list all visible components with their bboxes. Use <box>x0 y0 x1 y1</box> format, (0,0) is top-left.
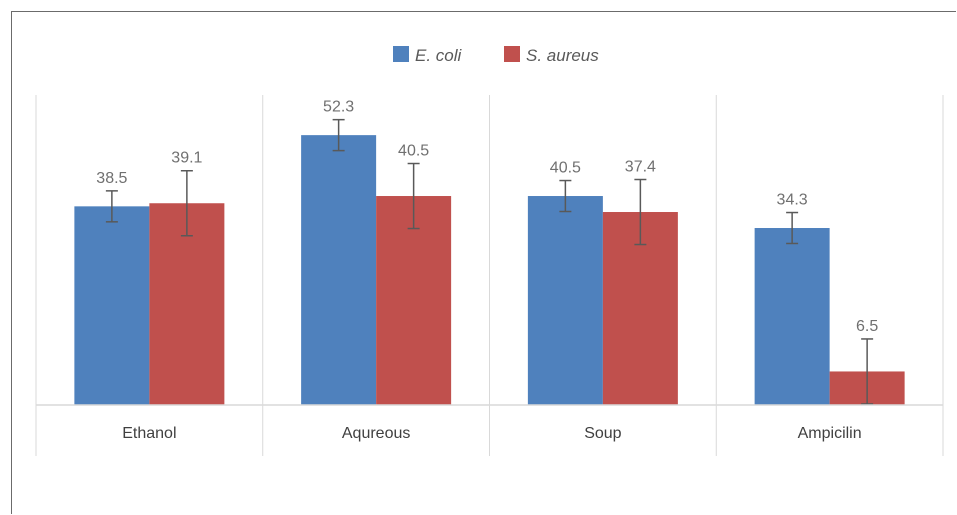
data-label: 38.5 <box>96 170 127 187</box>
legend-swatch <box>504 46 520 62</box>
bar <box>376 196 452 405</box>
bar <box>149 203 225 405</box>
category-label: Ethanol <box>122 425 176 442</box>
legend-label: S. aureus <box>526 46 599 65</box>
category-label: Aqureous <box>342 425 411 442</box>
data-label: 34.3 <box>777 192 808 209</box>
data-label: 40.5 <box>550 160 581 177</box>
category-label: Soup <box>584 425 621 442</box>
legend-label: E. coli <box>415 46 463 65</box>
data-label: 37.4 <box>625 159 656 176</box>
bar <box>754 228 830 405</box>
bar <box>527 196 603 405</box>
bar <box>74 206 150 405</box>
category-label: Ampicilin <box>798 425 862 442</box>
bar <box>301 135 377 405</box>
data-label: 39.1 <box>171 150 202 167</box>
data-label: 6.5 <box>856 318 878 335</box>
data-label: 40.5 <box>398 143 429 160</box>
legend-swatch <box>393 46 409 62</box>
data-label: 52.3 <box>323 99 354 116</box>
